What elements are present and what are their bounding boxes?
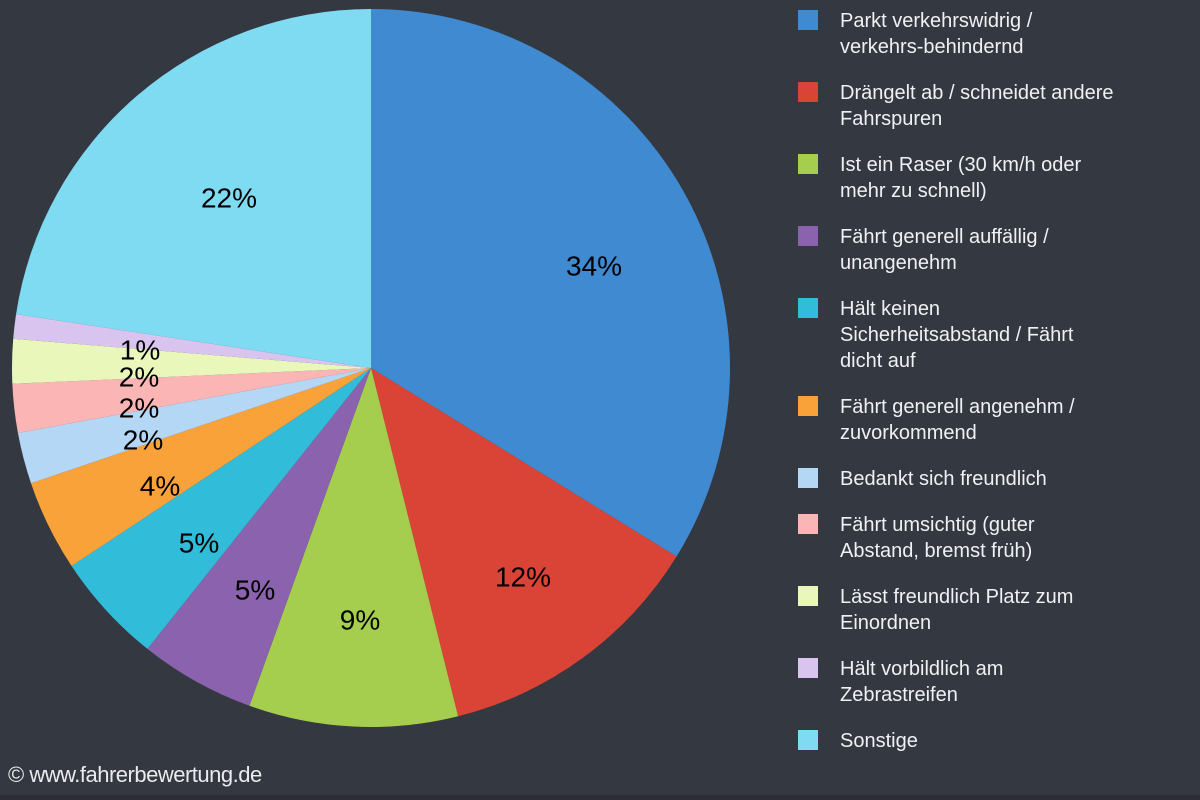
pie-percent-label-zebrastreifen: 1% <box>120 335 160 366</box>
legend-label-auffaellig-unangenehm: Fährt generell auffällig / unangenehm <box>840 226 1049 274</box>
legend-swatch-angenehm-zuvorkommend <box>798 396 818 416</box>
pie-slice-draengelt-ab <box>371 368 677 717</box>
pie-slice-zebrastreifen <box>13 314 371 368</box>
legend-item-umsichtig: Fährt umsichtig (guter Abstand, bremst f… <box>798 512 1194 564</box>
pie-percent-label-auffaellig-unangenehm: 5% <box>235 575 275 606</box>
legend-label-umsichtig: Fährt umsichtig (guter Abstand, bremst f… <box>840 514 1035 562</box>
legend-label-angenehm-zuvorkommend: Fährt generell angenehm / zuvorkommend <box>840 396 1075 444</box>
pie-slice-parkt-verkehrswidrig <box>371 8 731 557</box>
footer-copyright: © www.fahrerbewertung.de <box>8 762 262 787</box>
pie-percent-label-bedankt-sich: 2% <box>123 425 163 456</box>
pie-slice-platz-einordnen <box>12 338 371 384</box>
pie-percent-label-parkt-verkehrswidrig: 34% <box>566 251 622 282</box>
pie-slice-umsichtig <box>12 368 371 434</box>
legend-item-draengelt-ab: Drängelt ab / schneidet andere Fahrspure… <box>798 80 1194 132</box>
legend-swatch-kein-sicherheitsabstand <box>798 298 818 318</box>
legend-swatch-parkt-verkehrswidrig <box>798 10 818 30</box>
legend-label-bedankt-sich: Bedankt sich freundlich <box>840 468 1047 490</box>
legend-label-kein-sicherheitsabstand: Hält keinen Sicherheitsabstand / Fährt d… <box>840 298 1074 372</box>
legend-swatch-sonstige <box>798 730 818 750</box>
bottom-edge-strip <box>0 795 1200 800</box>
legend-item-bedankt-sich: Bedankt sich freundlich <box>798 466 1194 492</box>
legend-item-auffaellig-unangenehm: Fährt generell auffällig / unangenehm <box>798 224 1194 276</box>
legend-swatch-auffaellig-unangenehm <box>798 226 818 246</box>
legend-label-zebrastreifen: Hält vorbildlich am Zebrastreifen <box>840 658 1004 706</box>
legend-label-draengelt-ab: Drängelt ab / schneidet andere Fahrspure… <box>840 82 1114 130</box>
pie-slice-raser <box>249 368 459 728</box>
legend-swatch-bedankt-sich <box>798 468 818 488</box>
pie-percent-label-platz-einordnen: 2% <box>119 362 159 393</box>
pie-percent-label-raser: 9% <box>340 605 380 636</box>
legend-item-sonstige: Sonstige <box>798 728 1194 754</box>
legend-item-raser: Ist ein Raser (30 km/h oder mehr zu schn… <box>798 152 1194 204</box>
legend-swatch-zebrastreifen <box>798 658 818 678</box>
pie-slice-bedankt-sich <box>17 368 371 484</box>
legend-label-platz-einordnen: Lässt freundlich Platz zum Einordnen <box>840 586 1074 634</box>
pie-percent-label-draengelt-ab: 12% <box>495 562 551 593</box>
pie-percent-label-umsichtig: 2% <box>119 393 159 424</box>
legend-item-zebrastreifen: Hält vorbildlich am Zebrastreifen <box>798 656 1194 708</box>
pie-slice-angenehm-zuvorkommend <box>30 368 372 567</box>
pie-slice-auffaellig-unangenehm <box>147 368 371 706</box>
pie-slice-sonstige <box>16 9 371 368</box>
legend-swatch-platz-einordnen <box>798 586 818 606</box>
legend-swatch-draengelt-ab <box>798 82 818 102</box>
pie-percent-label-angenehm-zuvorkommend: 4% <box>140 471 180 502</box>
legend-swatch-raser <box>798 154 818 174</box>
legend-swatch-umsichtig <box>798 514 818 534</box>
legend-label-sonstige: Sonstige <box>840 730 918 752</box>
legend-label-raser: Ist ein Raser (30 km/h oder mehr zu schn… <box>840 154 1082 202</box>
legend-item-angenehm-zuvorkommend: Fährt generell angenehm / zuvorkommend <box>798 394 1194 446</box>
legend: Parkt verkehrswidrig / verkehrs-behinder… <box>798 8 1194 754</box>
legend-item-platz-einordnen: Lässt freundlich Platz zum Einordnen <box>798 584 1194 636</box>
pie-percent-label-sonstige: 22% <box>201 183 257 214</box>
pie-percent-label-kein-sicherheitsabstand: 5% <box>179 528 219 559</box>
pie-slice-kein-sicherheitsabstand <box>71 368 371 649</box>
legend-item-parkt-verkehrswidrig: Parkt verkehrswidrig / verkehrs-behinder… <box>798 8 1194 60</box>
legend-item-kein-sicherheitsabstand: Hält keinen Sicherheitsabstand / Fährt d… <box>798 296 1194 374</box>
legend-label-parkt-verkehrswidrig: Parkt verkehrswidrig / verkehrs-behinder… <box>840 10 1033 58</box>
